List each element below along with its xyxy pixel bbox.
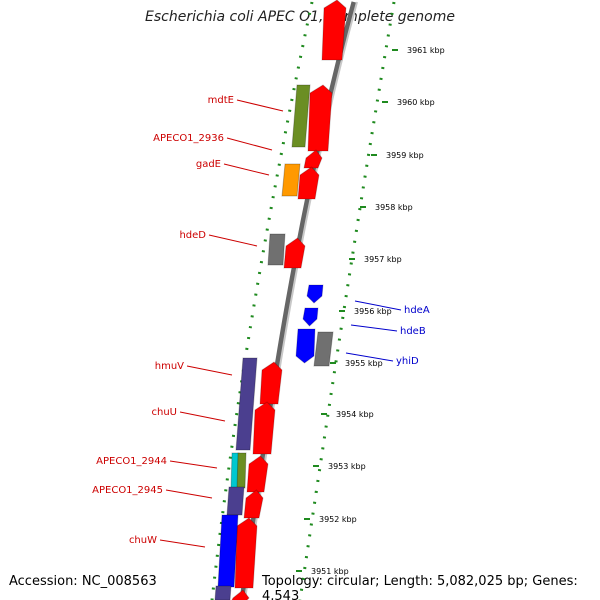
gene-block-purple bbox=[235, 357, 258, 451]
gene-label-left: APECO1_2945 bbox=[92, 485, 163, 496]
scale-tick-label: 3951 kbp bbox=[311, 567, 349, 576]
scale-tick-label: 3961 kbp bbox=[407, 46, 445, 55]
scale-tick-label: 3955 kbp bbox=[345, 359, 383, 368]
gene-label-leader bbox=[208, 234, 258, 247]
gene-block-orange bbox=[281, 163, 301, 197]
gene-label-leader bbox=[159, 539, 206, 548]
gene-labels: mdtE APECO1_2936 gadE hdeD hmuV chuU APECO1_29… bbox=[92, 95, 430, 548]
gene-label-leader bbox=[226, 137, 273, 151]
gene-label-leader bbox=[186, 365, 233, 376]
gene-arrow-reverse bbox=[302, 307, 319, 327]
gene-arrow-forward bbox=[297, 166, 320, 200]
gene-arrow-forward bbox=[283, 237, 306, 269]
gene-arrow-reverse bbox=[295, 328, 316, 364]
gene-label-left: mdtE bbox=[208, 95, 234, 106]
gene-label-leader bbox=[223, 163, 270, 176]
gene-arrow-forward bbox=[234, 517, 258, 589]
gene-features bbox=[214, 0, 347, 600]
gene-label-leader bbox=[179, 411, 226, 422]
gene-label-left: hmuV bbox=[155, 361, 184, 372]
scale-tick-label: 3956 kbp bbox=[354, 307, 392, 316]
gene-label-left: APECO1_2944 bbox=[96, 456, 167, 467]
gene-label-left: chuW bbox=[129, 535, 157, 546]
gene-block-gray bbox=[313, 331, 334, 367]
gene-label-right: hdeB bbox=[400, 326, 426, 337]
gene-arrow-forward bbox=[252, 401, 276, 455]
gene-arrow-reverse bbox=[306, 284, 324, 304]
scale-tick-label: 3958 kbp bbox=[375, 203, 413, 212]
gene-label-left: chuU bbox=[152, 407, 178, 418]
gene-block-gray bbox=[267, 233, 286, 266]
gene-block-olive bbox=[236, 452, 247, 489]
scale-tick-label: 3960 kbp bbox=[397, 98, 435, 107]
scale-ticks: 3961 kbp 3960 kbp 3959 kbp 3958 kbp 3957 kbp… bbox=[296, 46, 445, 576]
gene-arrow-forward bbox=[246, 455, 269, 493]
gene-label-leader bbox=[169, 460, 218, 469]
gene-arrow-forward bbox=[243, 489, 264, 519]
gene-label-leader bbox=[236, 99, 284, 112]
scale-tick-label: 3957 kbp bbox=[364, 255, 402, 264]
gene-label-right: hdeA bbox=[404, 305, 430, 316]
topology-summary: Topology: circular; Length: 5,082,025 bp… bbox=[262, 574, 578, 600]
gene-label-left: hdeD bbox=[179, 230, 206, 241]
gene-label-leader bbox=[350, 324, 398, 332]
gene-arrow-forward bbox=[321, 0, 347, 61]
gene-block-purple bbox=[226, 486, 245, 516]
gene-block-blue bbox=[217, 514, 239, 588]
gene-arrow-forward bbox=[259, 361, 283, 405]
gene-arrow-forward bbox=[307, 84, 333, 152]
scale-tick-label: 3952 kbp bbox=[319, 515, 357, 524]
gene-label-right: yhiD bbox=[396, 356, 419, 367]
gene-arrow-forward bbox=[231, 589, 250, 600]
gene-block-purple bbox=[214, 585, 232, 600]
gene-label-leader bbox=[165, 489, 213, 499]
gene-label-leader bbox=[354, 300, 402, 311]
scale-tick-label: 3954 kbp bbox=[336, 410, 374, 419]
gene-label-left: gadE bbox=[196, 159, 221, 170]
scale-tick-label: 3953 kbp bbox=[328, 462, 366, 471]
scale-tick-label: 3959 kbp bbox=[386, 151, 424, 160]
accession-label: Accession: NC_008563 bbox=[9, 574, 157, 589]
gene-block-olive bbox=[291, 84, 311, 148]
gene-label-leader bbox=[345, 352, 394, 362]
map-title: Escherichia coli APEC O1, complete genom… bbox=[145, 9, 455, 25]
gene-label-left: APECO1_2936 bbox=[153, 133, 224, 144]
